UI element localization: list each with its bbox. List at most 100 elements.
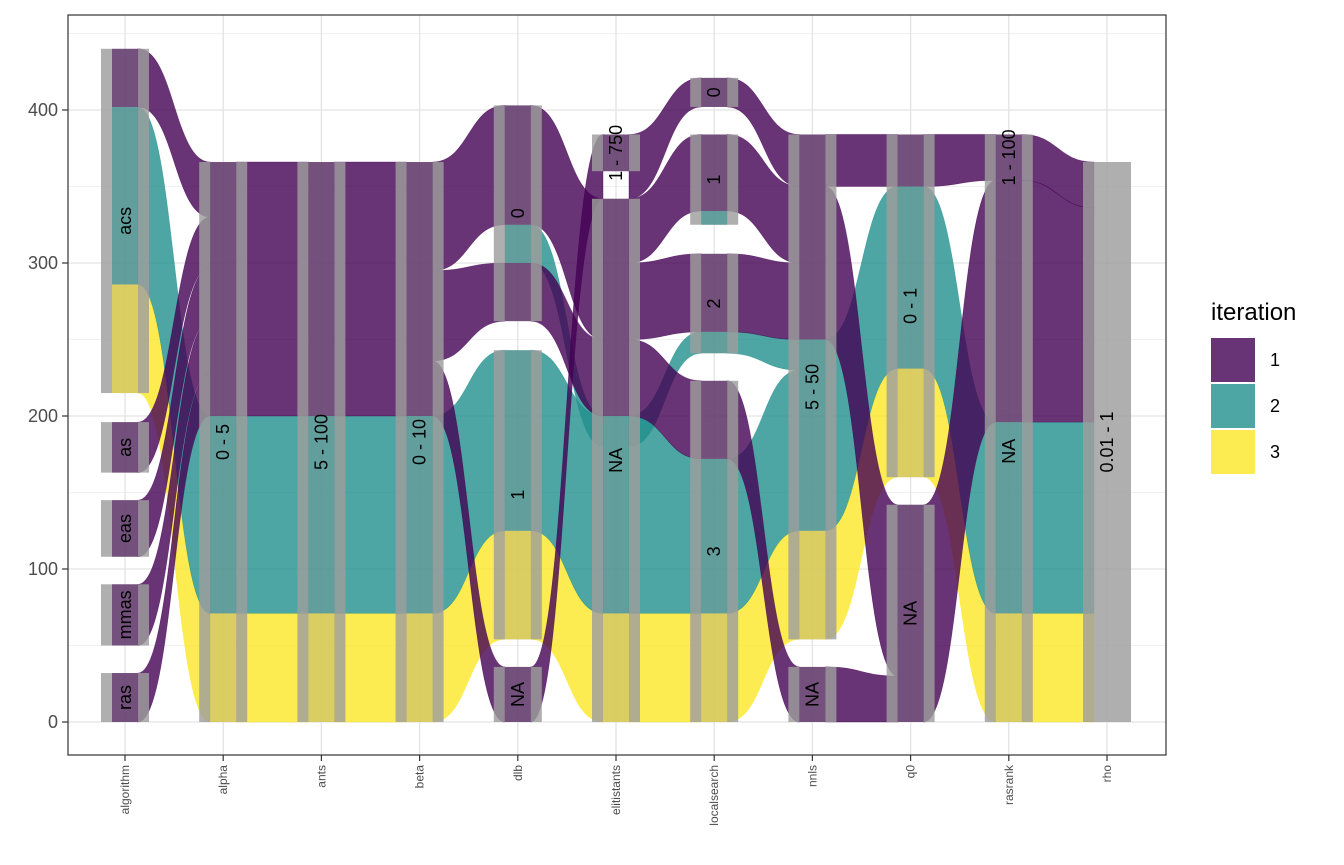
stratum-label: 2 [704,299,724,309]
stratum-label: NA [508,682,528,707]
band-nnls-1 [799,666,826,722]
stratum-label: NA [901,601,921,626]
band-elitistants-2 [603,416,629,614]
band-beta-3 [406,613,433,722]
legend-title: iteration [1211,299,1296,326]
band-rasrank-2 [995,422,1022,614]
stratum-label: 5 - 50 [802,364,822,410]
band-rasrank-1 [995,180,1022,423]
band-algorithm-1 [112,422,138,473]
x-tick-label-q0: q0 [904,765,918,779]
x-tick-label-dlb: dlb [511,765,525,781]
band-localsearch-1 [701,253,728,332]
stratum-label: 0 - 5 [213,424,233,460]
stratum-label: 1 [508,490,528,500]
x-tick-label-ants: ants [314,765,328,788]
stratum-label: NA [999,439,1019,464]
x-tick-label-nnls: nnls [805,765,819,787]
x-tick-label-algorithm: algorithm [118,765,132,814]
y-tick-label: 0 [48,712,58,732]
band-q0-3 [897,368,924,478]
stratum-label: NA [802,682,822,707]
legend-key-3 [1211,430,1255,474]
band-algorithm-3 [112,284,138,394]
band-alpha-3 [210,613,237,722]
band-ants-1 [308,162,335,416]
band-elitistants-1 [603,198,629,416]
band-localsearch-1 [701,380,728,459]
x-tick-label-beta: beta [413,765,427,789]
stratum-labels: ras mmas eas as acs 0 - 5 5 - 100 0 - 1 0 NA 1 0 NA 1… [115,87,1117,710]
band-ants-2 [308,416,335,614]
band-dlb-1 [504,105,531,225]
stratum-label: 5 - 100 [311,414,331,470]
flow-beta-dlb-1 [432,262,506,362]
stratum-label: NA [606,448,626,473]
legend: iteration 1 2 3 [1211,299,1296,474]
band-alpha-1 [210,162,237,416]
x-axis: algorithm alpha ants beta dlb elitistants loca… [118,755,1114,826]
stratum-label: as [115,438,135,457]
band-elitistants-1 [603,134,629,172]
stratum-label: 0 [704,87,724,97]
stratum-label: 1 - 750 [606,125,626,181]
band-localsearch-1 [701,77,728,107]
y-tick-label: 200 [28,406,58,426]
stratum-rho-0.01-1 [1083,162,1131,722]
band-algorithm-1 [112,500,138,557]
stratum-label: 1 [704,175,724,185]
band-algorithm-1 [112,673,138,722]
stratum-label: 3 [704,546,724,556]
band-dlb-3 [504,530,531,640]
band-localsearch-1 [701,134,728,211]
x-tick-label-localsearch: localsearch [707,765,721,826]
legend-label: 2 [1270,396,1280,416]
band-localsearch-2 [701,331,728,354]
legend-label: 3 [1270,442,1280,462]
axis-bands [112,48,1022,722]
x-tick-label-elitistants: elitistants [609,765,623,815]
band-q0-1 [897,504,924,722]
band-rasrank-1 [995,134,1022,181]
band-dlb-1 [504,666,531,722]
stratum-label: 0 - 1 [901,288,921,324]
band-q0-1 [897,134,924,187]
x-tick-label-rho: rho [1100,765,1114,783]
stratum-label: ras [115,685,135,710]
y-tick-label: 400 [28,100,58,120]
flows [137,48,1095,723]
band-dlb-1 [504,263,531,322]
stratum-label: 0.01 - 1 [1097,411,1117,472]
stratum-label: 0 [508,208,528,218]
band-nnls-3 [799,530,826,640]
band-nnls-2 [799,339,826,531]
x-tick-label-rasrank: rasrank [1002,764,1016,805]
stratum-label: eas [115,514,135,543]
band-localsearch-3 [701,613,728,722]
band-algorithm-1 [112,48,138,107]
band-rasrank-3 [995,613,1022,722]
band-alpha-2 [210,416,237,614]
flow-elitistants-localsearch-1 [628,77,702,200]
y-tick-label: 100 [28,559,58,579]
band-beta-1 [406,162,433,416]
band-ants-3 [308,613,335,722]
stratum-label: acs [115,207,135,235]
band-algorithm-2 [112,106,138,285]
band-elitistants-3 [603,613,629,722]
band-q0-2 [897,186,924,369]
band-algorithm-1 [112,584,138,646]
band-dlb-2 [504,224,531,263]
stratum-label: mmas [115,590,135,639]
y-tick-label: 300 [28,253,58,273]
legend-key-1 [1211,338,1255,382]
x-tick-label-alpha: alpha [216,765,230,795]
legend-label: 1 [1270,350,1280,370]
band-dlb-2 [504,350,531,531]
band-nnls-1 [799,134,826,340]
legend-key-2 [1211,384,1255,428]
band-localsearch-2 [701,458,728,614]
panel-border [67,14,1167,756]
band-beta-2 [406,416,433,614]
